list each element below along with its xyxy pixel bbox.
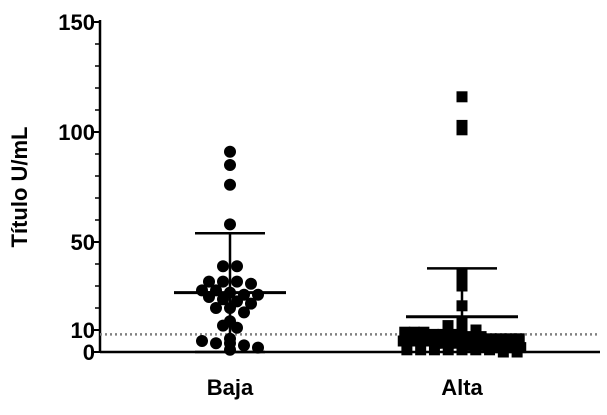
data-point [436,337,448,349]
data-point [442,320,454,332]
y-tick-label: 150 [58,10,95,35]
data-point [217,260,229,273]
data-point [210,302,222,314]
data-point [245,277,257,290]
data-point [513,333,525,345]
data-point [196,335,208,347]
data-point [410,335,422,347]
data-point [418,326,430,338]
y-tick-label: 10 [71,318,95,343]
data-point [210,337,222,350]
data-point [449,337,461,349]
data-point [470,324,482,336]
data-point [495,342,507,354]
data-point [443,337,455,349]
data-point [446,328,458,340]
data-point [515,342,527,354]
category-label: Alta [441,375,483,400]
data-point [224,178,236,191]
data-point [401,344,413,356]
data-point [408,326,420,338]
y-axis-title: Título U/mL [7,127,32,248]
data-point [504,333,516,345]
data-point [482,339,494,351]
data-point [224,159,236,171]
data-point [397,335,409,347]
data-point [203,275,215,288]
data-point [466,331,478,343]
labels: Título U/mL Baja Alta [7,127,484,400]
data-point [428,344,440,356]
data-point [399,326,411,338]
y-ticks: 010 50 100 150 [58,10,100,365]
data-point [508,342,520,354]
data-point [231,260,243,273]
data-point [404,335,416,347]
data-point [456,339,468,351]
data-point [469,339,481,351]
data-point [485,333,497,345]
y-tick-label: 50 [71,230,95,255]
data-point [456,91,468,103]
category-label: Baja [207,375,254,400]
data-point [430,337,442,349]
data-point [489,342,501,354]
data-point [502,342,514,354]
data-point [494,333,506,345]
data-point [252,288,264,301]
data-point [475,331,487,343]
y-tick-label: 0 [83,340,95,365]
summary-bars [174,231,518,354]
data-point [427,328,439,340]
data-point [231,275,243,288]
data-point [417,335,429,347]
data-point [238,306,250,319]
data-point [476,339,488,351]
data-point [442,344,454,356]
data-point [245,297,257,310]
data-point [463,339,475,351]
data-point [252,341,264,354]
data-point [456,119,468,131]
data-point [238,288,250,301]
data-point [238,339,250,352]
data-point [217,275,229,288]
data-point [415,344,427,356]
data-point [437,328,449,340]
data-point [224,218,236,231]
axes [98,20,600,354]
data-point [224,145,236,158]
y-tick-label: 100 [58,120,95,145]
